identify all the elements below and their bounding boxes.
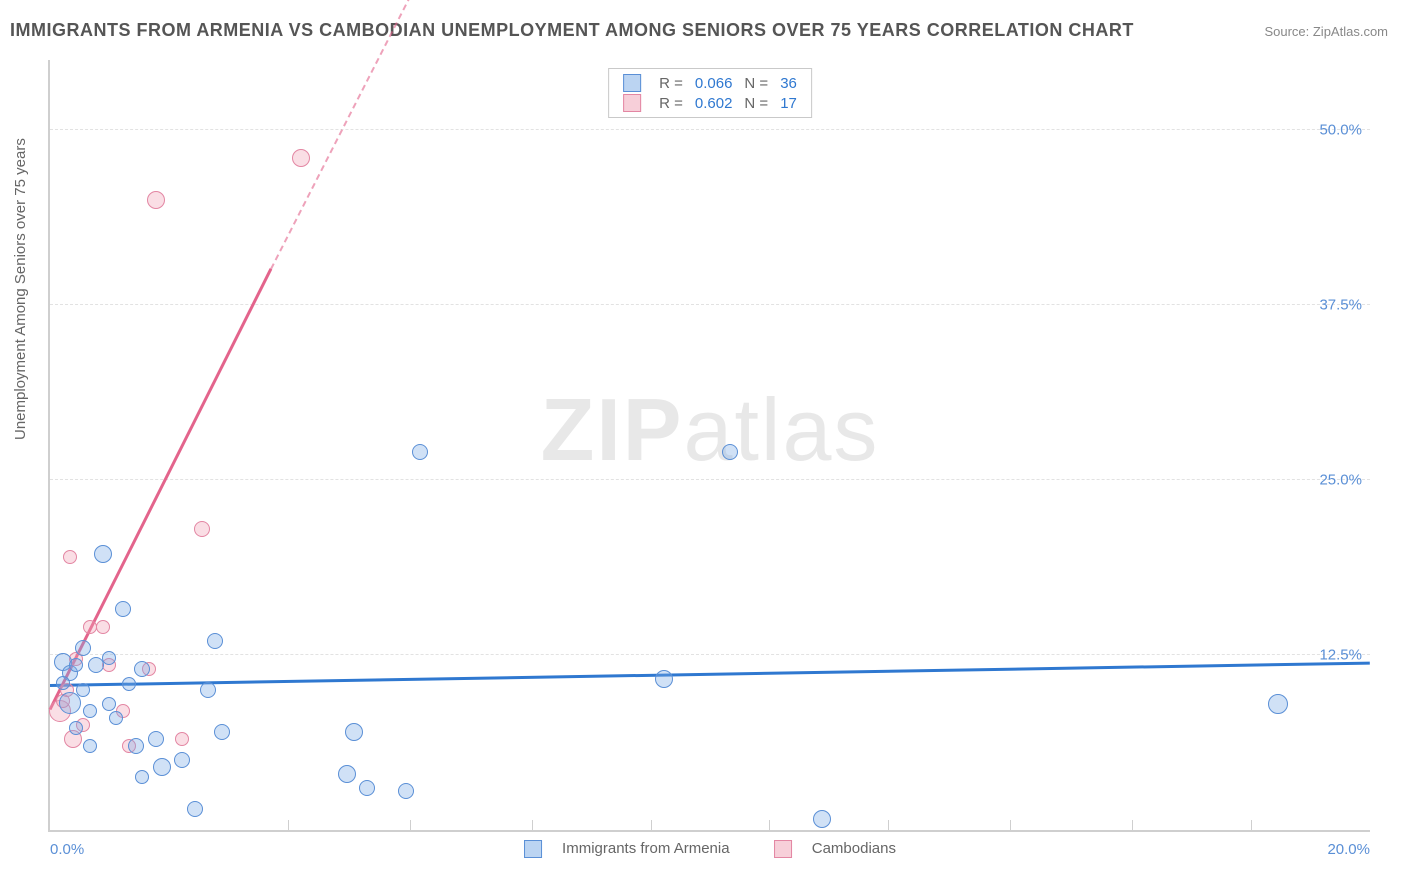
n-value-blue: 36 [774, 73, 803, 93]
r-value-pink: 0.602 [689, 93, 739, 113]
data-point-blue [59, 692, 81, 714]
x-tick [288, 820, 289, 830]
x-tick [888, 820, 889, 830]
gridline [50, 479, 1370, 480]
data-point-blue [655, 670, 673, 688]
x-tick [1132, 820, 1133, 830]
data-point-blue [135, 770, 149, 784]
data-point-pink [194, 521, 210, 537]
swatch-pink-icon [623, 94, 641, 112]
data-point-blue [214, 724, 230, 740]
x-tick [532, 820, 533, 830]
r-label: R = [653, 93, 689, 113]
data-point-pink [147, 191, 165, 209]
y-tick-label: 50.0% [1319, 122, 1362, 139]
n-value-pink: 17 [774, 93, 803, 113]
watermark-atlas: atlas [684, 380, 880, 479]
data-point-blue [1268, 694, 1288, 714]
y-tick-label: 37.5% [1319, 297, 1362, 314]
n-label: N = [738, 73, 774, 93]
plot-area: ZIPatlas R = 0.066 N = 36 R = 0.602 N = … [48, 60, 1370, 832]
x-tick [1251, 820, 1252, 830]
legend-row-pink: R = 0.602 N = 17 [617, 93, 803, 113]
data-point-blue [115, 601, 131, 617]
data-point-blue [109, 711, 123, 725]
data-point-blue [122, 677, 136, 691]
gridline [50, 304, 1370, 305]
data-point-pink [63, 550, 77, 564]
data-point-pink [175, 732, 189, 746]
data-point-blue [69, 721, 83, 735]
legend-pink-label: Cambodians [812, 840, 896, 857]
y-tick-label: 25.0% [1319, 472, 1362, 489]
watermark-zip: ZIP [541, 380, 684, 479]
legend-blue-label: Immigrants from Armenia [562, 840, 730, 857]
data-point-blue [94, 545, 112, 563]
data-point-pink [83, 620, 97, 634]
data-point-blue [398, 783, 414, 799]
legend-row-blue: R = 0.066 N = 36 [617, 73, 803, 93]
data-point-blue [102, 651, 116, 665]
data-point-pink [292, 149, 310, 167]
data-point-blue [187, 801, 203, 817]
data-point-blue [207, 633, 223, 649]
swatch-blue-icon [623, 74, 641, 92]
data-point-blue [174, 752, 190, 768]
legend-series: Immigrants from Armenia Cambodians [504, 840, 916, 858]
data-point-blue [148, 731, 164, 747]
data-point-blue [813, 810, 831, 828]
trend-line [50, 662, 1370, 687]
x-tick [769, 820, 770, 830]
x-tick [1010, 820, 1011, 830]
data-point-blue [83, 704, 97, 718]
n-label: N = [738, 93, 774, 113]
x-tick-label: 20.0% [1327, 841, 1370, 858]
r-label: R = [653, 73, 689, 93]
data-point-blue [134, 661, 150, 677]
data-point-blue [412, 444, 428, 460]
data-point-blue [102, 697, 116, 711]
data-point-blue [83, 739, 97, 753]
data-point-blue [56, 676, 70, 690]
gridline [50, 129, 1370, 130]
data-point-blue [338, 765, 356, 783]
data-point-blue [359, 780, 375, 796]
source-label: Source: ZipAtlas.com [1264, 24, 1388, 39]
watermark: ZIPatlas [541, 379, 880, 481]
x-tick [651, 820, 652, 830]
x-tick [410, 820, 411, 830]
legend-stats: R = 0.066 N = 36 R = 0.602 N = 17 [608, 68, 812, 118]
r-value-blue: 0.066 [689, 73, 739, 93]
swatch-pink-icon [774, 840, 792, 858]
data-point-pink [96, 620, 110, 634]
data-point-blue [75, 640, 91, 656]
data-point-blue [153, 758, 171, 776]
data-point-blue [345, 723, 363, 741]
swatch-blue-icon [524, 840, 542, 858]
y-axis-label: Unemployment Among Seniors over 75 years [12, 138, 29, 440]
chart-title: IMMIGRANTS FROM ARMENIA VS CAMBODIAN UNE… [10, 20, 1134, 41]
data-point-blue [200, 682, 216, 698]
data-point-blue [69, 658, 83, 672]
data-point-blue [128, 738, 144, 754]
data-point-blue [722, 444, 738, 460]
gridline [50, 654, 1370, 655]
x-tick-label: 0.0% [50, 841, 84, 858]
